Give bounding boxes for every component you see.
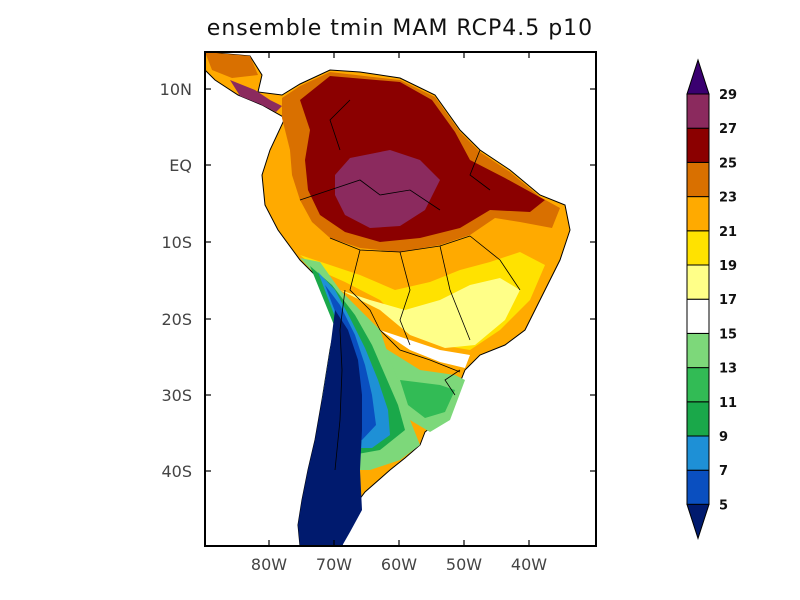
colorbar-label-19: 19 bbox=[719, 259, 737, 274]
colorbar-label-11: 11 bbox=[719, 396, 737, 411]
colorbar-max-arrow bbox=[686, 58, 710, 95]
colorbar-label-5: 5 bbox=[719, 498, 728, 513]
lon-label-60w: 60W bbox=[381, 555, 417, 574]
colorbar-label-13: 13 bbox=[719, 362, 737, 377]
lon-label-50w: 50W bbox=[446, 555, 482, 574]
colorbar-label-15: 15 bbox=[719, 327, 737, 342]
band-27-29 bbox=[335, 150, 440, 228]
colorbar-label-23: 23 bbox=[719, 191, 737, 206]
colorbar-swatch bbox=[686, 264, 710, 300]
lon-label-70w: 70W bbox=[316, 555, 352, 574]
lon-label-80w: 80W bbox=[251, 555, 287, 574]
country-borders bbox=[299, 99, 521, 471]
colorbar-label-9: 9 bbox=[719, 430, 728, 445]
colorbar-min-arrow bbox=[686, 503, 710, 541]
colorbar-swatch bbox=[686, 196, 710, 232]
band-19-21 bbox=[340, 278, 520, 348]
colorbar: 5 7 9 11 13 15 17 19 21 23 25 27 29 bbox=[686, 58, 737, 541]
lat-label-40s: 40S bbox=[161, 462, 192, 481]
colorbar-swatch bbox=[686, 93, 710, 129]
colorbar-swatch bbox=[686, 161, 710, 198]
map-frame bbox=[204, 51, 597, 547]
colorbar-swatch bbox=[686, 469, 710, 505]
colorbar-swatch bbox=[686, 435, 710, 471]
map-title: ensemble tmin MAM RCP4.5 p10 bbox=[206, 16, 594, 41]
colorbar-label-25: 25 bbox=[719, 156, 737, 171]
colorbar-swatch bbox=[686, 367, 710, 403]
colorbar-label-29: 29 bbox=[719, 88, 737, 103]
lon-label-40w: 40W bbox=[511, 555, 547, 574]
lat-label-10s: 10S bbox=[161, 233, 192, 252]
colorbar-swatch bbox=[686, 127, 710, 163]
lat-label-eq: EQ bbox=[169, 156, 192, 175]
colorbar-label-21: 21 bbox=[719, 225, 737, 240]
lat-ticks bbox=[205, 88, 596, 472]
colorbar-swatch bbox=[686, 298, 710, 334]
lat-label-20s: 20S bbox=[161, 310, 192, 329]
colorbar-swatch bbox=[686, 332, 710, 369]
colorbar-label-7: 7 bbox=[719, 464, 728, 479]
temperature-field bbox=[205, 52, 571, 546]
colorbar-label-27: 27 bbox=[719, 122, 737, 137]
colorbar-swatch bbox=[686, 230, 710, 266]
band-15-17 bbox=[380, 330, 470, 368]
lon-ticks bbox=[268, 52, 530, 546]
colorbar-label-17: 17 bbox=[719, 293, 737, 308]
lat-label-30s: 30S bbox=[161, 386, 192, 405]
colorbar-swatch bbox=[686, 401, 710, 437]
lat-label-10n: 10N bbox=[160, 80, 192, 99]
